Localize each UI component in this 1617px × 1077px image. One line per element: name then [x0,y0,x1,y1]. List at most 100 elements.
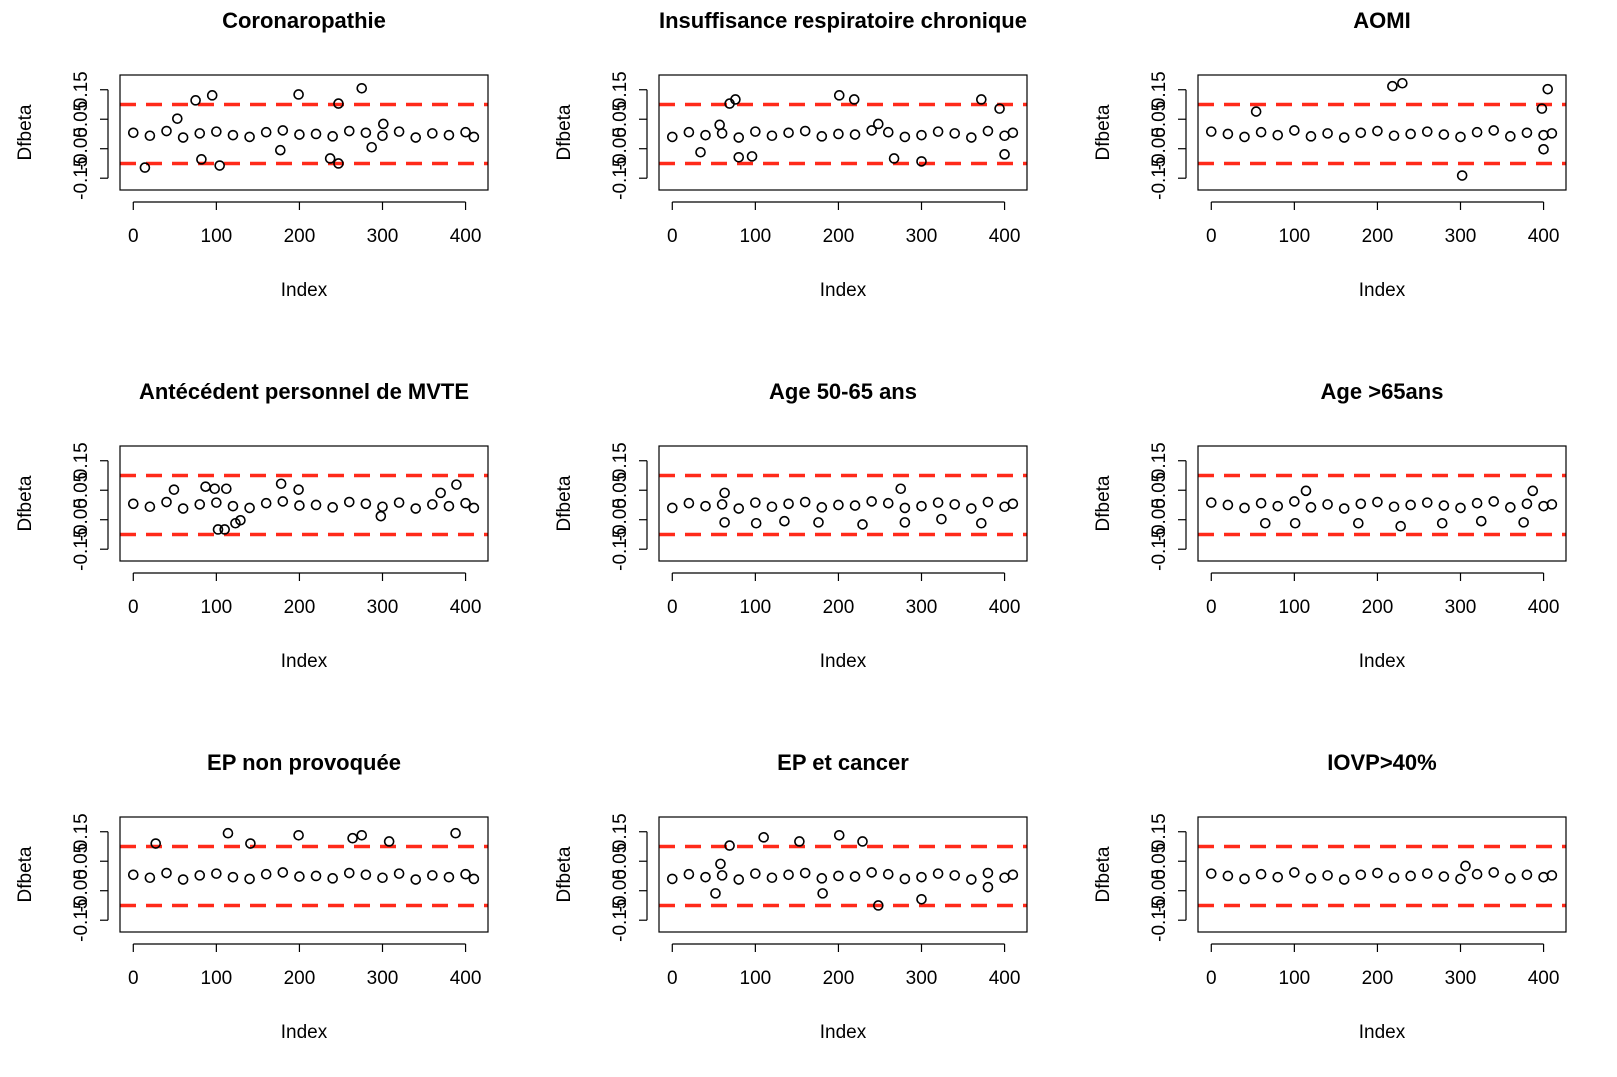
point [214,160,225,171]
point [144,872,156,884]
point [750,126,761,137]
y-tick-label: 0.15 [610,813,631,850]
point [833,499,844,511]
point [244,873,255,885]
point [866,125,877,136]
point [443,500,455,512]
point [916,871,927,883]
chart-title: Age >65ans [1321,379,1444,404]
point [206,90,218,101]
y-tick-label: 0.05 [1149,472,1170,509]
panel: EP non provoquée Index Dfbeta 0 100 200 300 400… [15,750,489,1043]
x-tick-label: 200 [1362,968,1394,989]
point [733,132,745,143]
point [1475,515,1487,527]
x-tick-label: 200 [823,968,855,989]
point [1372,867,1383,879]
point [1289,517,1301,529]
point [1388,501,1400,513]
point [211,868,222,879]
point [817,888,828,899]
y-axis-label: Dfbeta [1093,846,1114,902]
x-tick-label: 100 [1279,597,1311,618]
y-tick-label: -0.05 [1149,127,1170,170]
point [783,127,794,139]
point [177,132,189,143]
point [1222,128,1234,140]
point [327,131,338,142]
point [719,517,730,528]
point [733,503,745,514]
point [873,900,884,911]
point [275,478,287,490]
point [377,501,388,513]
point [294,129,305,140]
point [1338,503,1350,514]
plot-frame [1197,74,1567,191]
point [746,151,758,162]
y-tick-label: 0.15 [71,813,92,850]
x-tick-label: 200 [1362,597,1394,618]
point [1007,498,1019,510]
point [194,128,206,139]
point [976,517,987,529]
point [360,869,372,881]
x-axis-label: Index [281,651,328,672]
point [310,128,322,140]
point [244,502,255,514]
x-tick-label: 300 [906,226,938,247]
y-axis-label: Dfbeta [1093,104,1114,160]
y-tick-label: 0.15 [610,442,631,479]
y-tick-label: -0.15 [610,528,631,571]
point [1455,873,1466,885]
x-tick-label: 300 [906,968,938,989]
y-tick-label: -0.05 [610,869,631,912]
point [1405,870,1416,882]
x-tick-label: 100 [740,968,772,989]
chart-title: Antécédent personnel de MVTE [139,379,469,404]
point [172,113,183,124]
point [730,94,741,105]
point [196,154,207,165]
x-tick-label: 100 [201,597,233,618]
chart-title: EP et cancer [777,750,909,775]
point [1255,126,1267,138]
point [700,129,711,141]
x-axis-label: Index [820,1022,867,1043]
point [450,827,461,839]
point [916,500,927,512]
point [211,497,222,508]
point [310,870,322,882]
x-axis-label: Index [1359,651,1406,672]
plot-frame [119,74,489,191]
point [1546,128,1558,139]
point [895,483,907,495]
y-tick-label: -0.05 [71,869,92,912]
point [866,496,877,507]
y-tick-label: 0.15 [610,71,631,108]
point [700,500,711,512]
point [750,868,761,879]
point [310,499,322,511]
point [343,496,355,508]
plot-frame [658,816,1028,933]
point [294,871,305,882]
point [139,162,151,173]
point [1397,77,1408,89]
point [1405,128,1416,140]
point [932,868,944,879]
x-tick-label: 200 [284,597,316,618]
point [1505,502,1516,513]
y-tick-label: 0.15 [1149,442,1170,479]
point [1372,496,1383,508]
point [356,82,368,94]
point [1353,517,1364,529]
point [168,484,180,495]
x-tick-label: 400 [989,597,1021,618]
chart-title: EP non provoquée [207,750,401,775]
x-tick-label: 100 [740,226,772,247]
point [716,499,728,510]
point [427,499,438,510]
y-axis-label: Dfbeta [15,475,36,531]
point [1388,872,1400,884]
